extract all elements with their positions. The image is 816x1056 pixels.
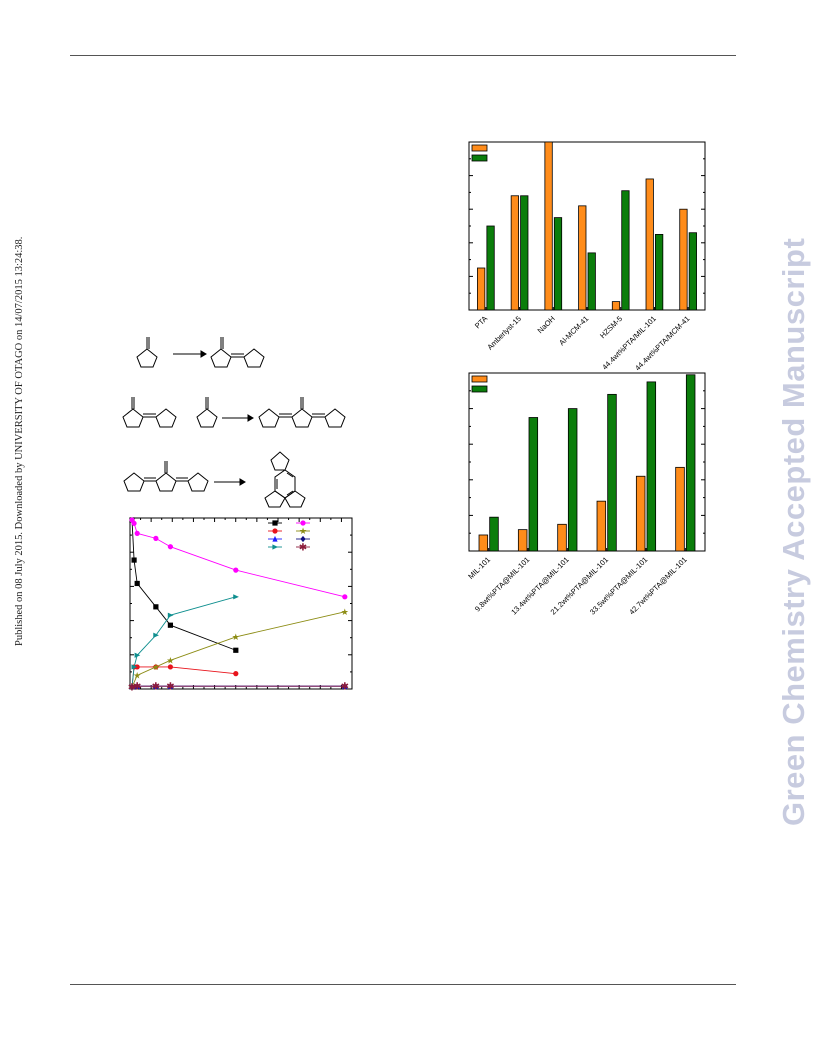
star-marker: ★ [152, 662, 160, 672]
star-marker: ★ [341, 607, 349, 617]
circle-marker [134, 664, 140, 670]
triangle-right-marker [272, 544, 279, 550]
series-teal [129, 594, 239, 690]
bar [517, 529, 528, 552]
series-line [131, 611, 345, 688]
asterisk-marker: ✱ [128, 683, 136, 694]
bar [528, 417, 539, 552]
circle-marker [153, 535, 159, 541]
circle-marker [300, 520, 306, 526]
diamond-marker [300, 535, 306, 543]
scheme-row-2 [122, 397, 346, 428]
scheme-row-3 [123, 451, 306, 508]
series-line [131, 596, 236, 688]
circle-marker [167, 664, 174, 670]
bar [596, 500, 607, 552]
scheme-row-1 [136, 337, 265, 368]
asterisk-marker: ✱ [341, 682, 349, 693]
bar [679, 208, 688, 311]
header-rule [70, 55, 736, 56]
bar [557, 523, 567, 552]
bar [587, 252, 596, 311]
square-marker [153, 604, 159, 610]
bar [510, 195, 519, 311]
asterisk-marker: ✱ [133, 682, 141, 693]
bar [635, 475, 646, 552]
star-marker: ★ [299, 526, 307, 536]
bar [611, 301, 621, 311]
asterisk-marker: ✱ [152, 682, 160, 693]
bar [655, 233, 664, 311]
bar [675, 466, 685, 552]
bar [478, 534, 489, 552]
series-line [131, 685, 345, 688]
circle-marker [167, 544, 174, 550]
triangle-right-marker [134, 652, 141, 658]
series-line [131, 519, 345, 598]
bar [688, 232, 697, 311]
legend-swatch [471, 154, 488, 162]
bar [544, 141, 553, 311]
bar [621, 190, 630, 311]
bar [646, 381, 657, 552]
square-marker [134, 580, 140, 587]
circle-marker [233, 567, 239, 573]
bar [645, 178, 654, 311]
legend-swatch [471, 375, 488, 383]
square-marker [167, 622, 174, 628]
bar [477, 267, 486, 311]
triangle-marker [272, 535, 278, 542]
asterisk-marker: ✱ [166, 682, 174, 693]
square-marker [131, 557, 137, 563]
series-line [131, 519, 236, 651]
star-marker: ★ [166, 655, 174, 665]
circle-marker [134, 530, 140, 536]
legend-swatch [471, 385, 488, 393]
triangle-right-marker [131, 664, 138, 670]
bar [685, 374, 696, 552]
series-magenta [129, 517, 348, 600]
circle-marker [233, 671, 239, 677]
square-marker [233, 647, 239, 653]
triangle-right-marker [233, 594, 239, 600]
bar [486, 225, 495, 311]
bar [578, 205, 587, 311]
star-marker: ★ [232, 632, 240, 642]
bar [489, 516, 499, 552]
legend-swatch [471, 144, 488, 152]
series-wine: ✱✱ ✱ ✱ ✱ [128, 682, 349, 694]
triangle-right-marker [167, 612, 174, 618]
circle-marker [131, 520, 137, 526]
square-marker [272, 520, 278, 526]
series-line [131, 666, 236, 688]
series-black [129, 517, 239, 653]
triangle-right-marker [153, 632, 159, 638]
circle-marker [342, 594, 348, 600]
star-marker: ★ [133, 670, 141, 680]
bar [520, 195, 529, 311]
bar [607, 393, 617, 552]
circle-marker [272, 528, 278, 534]
bar [553, 217, 563, 311]
bar [567, 408, 578, 552]
asterisk-marker: ✱ [299, 543, 307, 554]
footer-rule [70, 984, 736, 985]
